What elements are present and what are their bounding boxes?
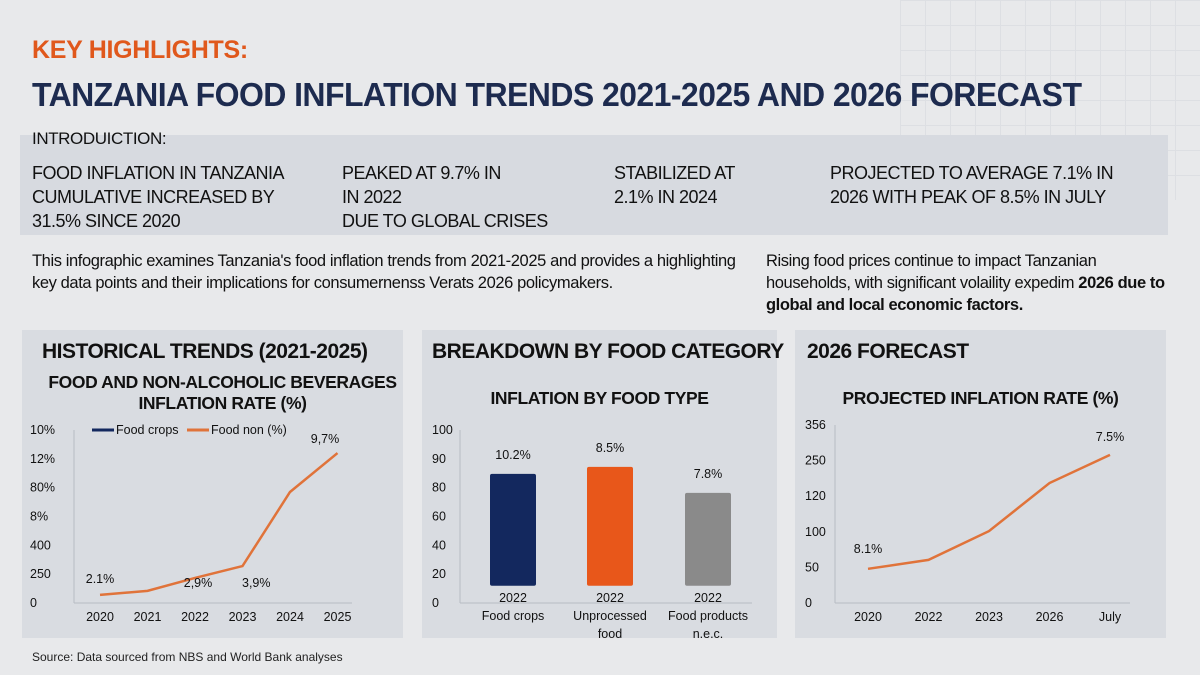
forecast-line-chart: 0 50 100 120 250 356 2020 2022 2023 2026 July 8.1% 7… (805, 418, 1130, 624)
series-line-forecast (867, 453, 1111, 571)
y-tick-label: 250 (805, 454, 826, 468)
context-paragraph: Rising food prices continue to impact Ta… (766, 250, 1176, 316)
historical-line-chart: 0 250 400 8% 80% 12% 10% 2020 2021 2022 2023 2024 20… (30, 423, 352, 624)
x-tick-label: n.e.c. (693, 627, 724, 641)
y-tick-label: 40 (432, 538, 446, 552)
panel-title: HISTORICAL TRENDS (2021-2025) (42, 340, 368, 363)
panel-title: BREAKDOWN BY FOOD CATEGORY (432, 340, 784, 363)
data-label: 8.1% (854, 542, 883, 556)
x-tick-label: 2022 (499, 591, 527, 605)
y-tick-label: 80% (30, 481, 55, 495)
source-note: Source: Data sourced from NBS and World … (32, 650, 343, 664)
intro-paragraph: This infographic examines Tanzania's foo… (32, 252, 736, 292)
y-tick-label: 250 (30, 567, 51, 581)
data-label: 9,7% (311, 432, 340, 446)
chart-title: INFLATION BY FOOD TYPE (490, 388, 709, 408)
y-tick-label: 100 (432, 423, 453, 437)
forecast-panel: 2026 FORECAST PROJECTED INFLATION RATE (… (795, 330, 1166, 638)
x-tick-label: 2020 (854, 610, 882, 624)
kicker: KEY HIGHLIGHTS: (32, 36, 248, 64)
x-tick-label: 2021 (134, 610, 162, 624)
x-tick-label: 2025 (324, 610, 352, 624)
data-label: 3,9% (242, 576, 271, 590)
intro-label: INTRODUICTION: (32, 129, 167, 148)
y-tick-label: 12% (30, 452, 55, 466)
y-tick-label: 90 (432, 452, 446, 466)
y-tick-label: 20 (432, 567, 446, 581)
legend-label: Food crops (116, 423, 179, 437)
legend-label: Food non (%) (211, 423, 287, 437)
intro-box: INTRODUICTION: FOOD INFLATION IN TANZANI… (20, 129, 1168, 235)
bar (685, 492, 731, 586)
chart-title: FOOD AND NON-ALCOHOLIC BEVERAGES INFLATI… (48, 372, 397, 413)
intro-item: FOOD INFLATION IN TANZANIA CUMULATIVE IN… (32, 163, 285, 231)
chart-title: PROJECTED INFLATION RATE (%) (842, 388, 1119, 408)
intro-item: STABILIZED AT 2.1% IN 2024 (614, 163, 735, 207)
y-tick-label: 0 (805, 596, 812, 610)
x-tick-label: 2022 (596, 591, 624, 605)
y-tick-label: 356 (805, 418, 826, 432)
x-tick-label: Food crops (482, 609, 545, 623)
data-label: 2,9% (184, 576, 213, 590)
y-tick-label: 8% (30, 510, 48, 524)
data-label: 7.8% (694, 467, 723, 481)
y-tick-label: 0 (432, 596, 439, 610)
intro-item: PROJECTED TO AVERAGE 7.1% IN 2026 WITH P… (830, 163, 1114, 207)
intro-item: PEAKED AT 9.7% IN IN 2022 DUE TO GLOBAL … (342, 163, 548, 231)
y-tick-label: 10% (30, 423, 55, 437)
bar (490, 473, 536, 586)
data-label: 2.1% (86, 572, 115, 586)
y-tick-label: 120 (805, 489, 826, 503)
y-tick-label: 80 (432, 481, 446, 495)
y-tick-label: 60 (432, 510, 446, 524)
y-tick-label: 400 (30, 538, 51, 552)
bar (587, 466, 633, 586)
y-tick-label: 100 (805, 525, 826, 539)
context-bold-text: 2026 due to global and local economic fa… (766, 274, 1165, 314)
panel-title: 2026 FORECAST (807, 340, 969, 363)
breakdown-panel: BREAKDOWN BY FOOD CATEGORY INFLATION BY … (422, 330, 784, 641)
context-text: Rising food prices continue to impact Ta… (766, 252, 1097, 292)
x-tick-label: 2024 (276, 610, 304, 624)
x-tick-label: Food products (668, 609, 748, 623)
x-tick-label: Unprocessed (573, 609, 647, 623)
x-tick-label: 2023 (229, 610, 257, 624)
series-line-food-non (99, 452, 339, 597)
page-title: TANZANIA FOOD INFLATION TRENDS 2021-2025… (32, 76, 1082, 113)
data-label: 7.5% (1096, 430, 1125, 444)
x-tick-label: 2020 (86, 610, 114, 624)
x-tick-label: July (1099, 610, 1122, 624)
y-tick-label: 50 (805, 560, 819, 574)
x-tick-label: 2026 (1036, 610, 1064, 624)
x-tick-label: food (598, 627, 622, 641)
x-tick-label: 2022 (694, 591, 722, 605)
x-tick-label: 2022 (181, 610, 209, 624)
x-tick-label: 2022 (915, 610, 943, 624)
y-tick-label: 0 (30, 596, 37, 610)
x-tick-label: 2023 (975, 610, 1003, 624)
category-bar-chart: 0 20 40 60 80 90 100 10.2% 2022 Food crops 8.5% 202… (432, 423, 752, 641)
historical-panel: HISTORICAL TRENDS (2021-2025) FOOD AND N… (22, 330, 403, 638)
data-label: 8.5% (596, 441, 625, 455)
data-label: 10.2% (495, 448, 530, 462)
